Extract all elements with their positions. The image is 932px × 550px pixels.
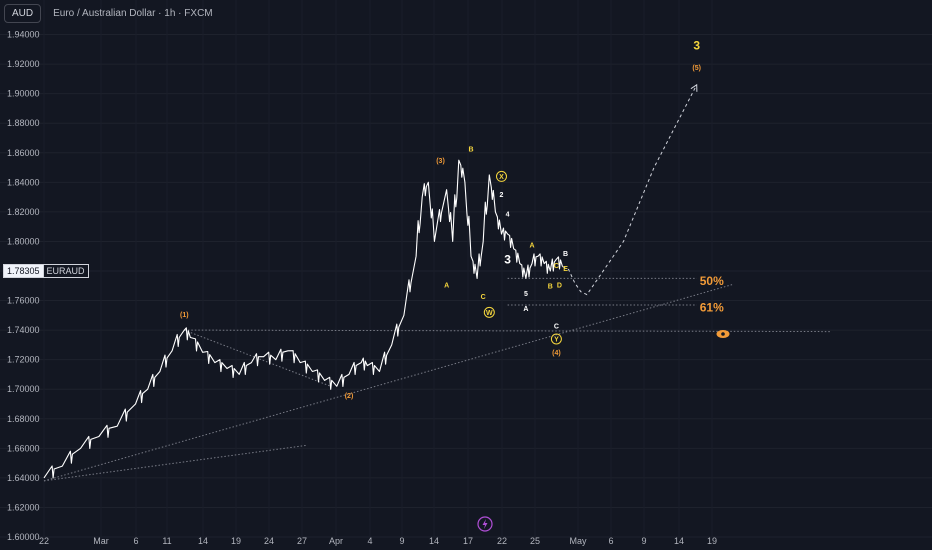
circled-wave-label: X [499,174,504,181]
y-tick-label: 1.76000 [7,296,40,306]
y-tick-label: 1.92000 [7,59,40,69]
trend-line [184,329,331,387]
wave-label: B [548,284,553,291]
wave-label: A [444,282,449,289]
x-tick-label: 14 [429,536,439,546]
wave-label: (4) [552,350,561,357]
x-tick-label: 19 [707,536,717,546]
wave-label: (2) [345,393,354,400]
x-tick-label: 9 [641,536,646,546]
wave-label: A [529,242,534,249]
x-tick-label: 19 [231,536,241,546]
y-tick-label: 1.90000 [7,89,40,99]
y-tick-label: 1.64000 [7,473,40,483]
x-tick-label: Mar [93,536,109,546]
x-tick-label: 9 [399,536,404,546]
symbol-button[interactable]: AUD [4,4,42,23]
projection-path [562,84,698,296]
chart-title: Euro / Australian Dollar · 1h · FXCM [53,8,213,19]
x-tick-label: 22 [497,536,507,546]
eye-icon-pupil [721,332,725,336]
wave-label: B [468,146,473,153]
y-tick-label: 1.62000 [7,502,40,512]
x-tick-label: 24 [264,536,274,546]
x-tick-label: 27 [297,536,307,546]
lightning-icon [477,516,493,532]
y-tick-label: 1.60000 [7,532,40,542]
fib-level-label: 50% [700,274,724,288]
price-path [43,159,564,479]
trend-line [43,444,307,482]
x-tick-label: 25 [530,536,540,546]
y-tick-label: 1.74000 [7,325,40,335]
trend-line [43,283,734,482]
y-tick-label: 1.84000 [7,177,40,187]
circled-wave-label: Y [554,336,559,343]
wave-label: B [563,251,568,258]
y-tick-label: 1.94000 [7,30,40,40]
top-bar: AUD Euro / Australian Dollar · 1h · FXCM [4,4,213,23]
price-badge: 1.78305 EURAUD [3,264,89,278]
wave-label: (5) [692,65,701,72]
wave-label: (3) [436,158,445,165]
wave-label: C [481,294,486,301]
wave-label: 5 [524,291,528,298]
circled-wave-marker [550,333,562,345]
y-tick-label: 1.72000 [7,355,40,365]
x-tick-label: 6 [133,536,138,546]
wave-label: D [557,282,562,289]
x-tick-label: 11 [162,536,171,546]
y-tick-label: 1.66000 [7,443,40,453]
y-tick-label: 1.88000 [7,118,40,128]
wave-label: 3 [693,38,700,52]
x-tick-label: 14 [198,536,208,546]
x-tick-label: May [569,536,587,546]
circled-wave-marker [483,306,495,318]
wave-label: 4 [506,211,510,218]
price-symbol: EURAUD [43,264,89,278]
fib-level-label: 61% [700,300,724,314]
wave-label: (1) [180,312,189,319]
y-tick-label: 1.70000 [7,384,40,394]
circled-wave-marker [496,170,507,182]
x-tick-label: 4 [367,536,372,546]
x-tick-label: 14 [674,536,684,546]
lightning-icon-bolt [482,519,488,529]
x-tick-label: 6 [608,536,613,546]
trend-line [184,329,831,333]
projection-arrowhead [690,83,698,92]
x-tick-label: 17 [463,536,473,546]
wave-label: E [563,266,568,273]
y-tick-label: 1.68000 [7,414,40,424]
wave-label: 3 [504,253,511,267]
price-value: 1.78305 [3,264,44,278]
y-tick-label: 1.82000 [7,207,40,217]
x-tick-label: Apr [329,536,343,546]
wave-label: C [554,324,559,331]
x-tick-label: 22 [39,536,49,546]
wave-label: A [523,306,528,313]
wave-label: 2 [500,192,504,199]
wave-label: C [554,263,559,270]
y-tick-label: 1.80000 [7,236,40,246]
y-tick-label: 1.86000 [7,148,40,158]
circled-wave-label: W [486,310,493,317]
